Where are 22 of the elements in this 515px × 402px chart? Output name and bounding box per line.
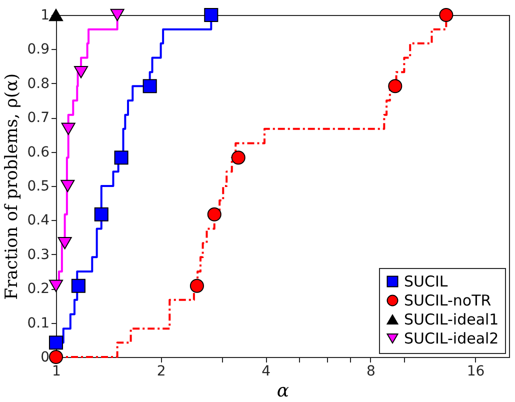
y-tick-label: 0.6 [27, 144, 50, 160]
y-tick-label: 0.1 [27, 315, 50, 332]
y-tick-label: 1 [40, 8, 50, 24]
legend-label: SUCIL-noTR [404, 292, 492, 310]
x-tick-label: 8 [366, 364, 376, 380]
y-tick-label: 0.4 [27, 212, 50, 229]
x-tick-label: 16 [466, 364, 485, 380]
y-tick-label: 0.7 [27, 110, 50, 126]
y-tick-label: 0.2 [27, 281, 50, 298]
x-tick-label: 2 [156, 364, 166, 380]
x-axis-title: α [276, 380, 290, 402]
y-axis-title: Fraction of problems, ρ(α) [2, 73, 22, 300]
y-tick-label: 0.9 [27, 42, 50, 58]
y-tick-label: 0 [40, 350, 50, 366]
y-tick-label: 0.3 [27, 246, 50, 263]
legend-label: SUCIL [404, 272, 448, 290]
x-tick-label: 1 [52, 364, 61, 380]
x-tick-label: 4 [262, 364, 271, 380]
y-tick-label: 0.8 [27, 76, 50, 92]
legend-label: SUCIL-ideal1 [404, 310, 499, 328]
y-tick-label: 0.5 [27, 178, 50, 194]
legend-label: SUCIL-ideal2 [404, 330, 499, 348]
